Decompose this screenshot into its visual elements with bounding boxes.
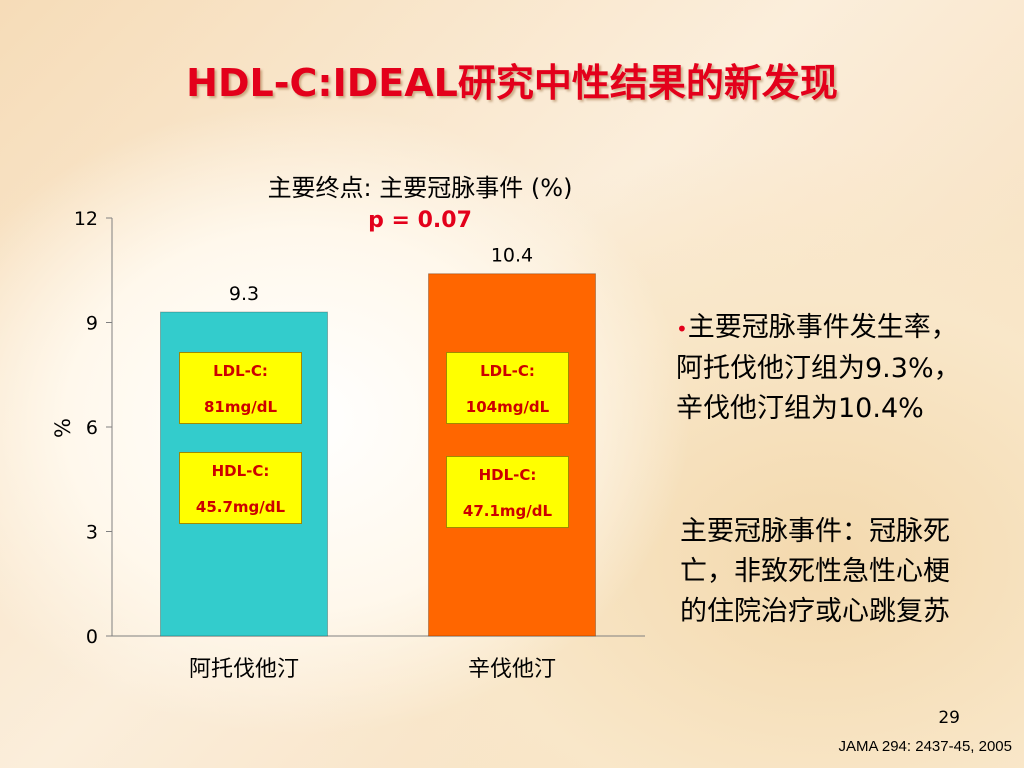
ldl-value: 104mg/dL [465, 398, 550, 416]
definition-note: 主要冠脉事件：冠脉死亡，非致死性急性心梗的住院治疗或心跳复苏 [680, 516, 950, 627]
hdl-label: HDL-C: [478, 466, 537, 484]
bullet-icon: • [676, 317, 688, 341]
y-tick-label: 9 [86, 313, 98, 335]
x-category-label: 辛伐他汀 [468, 657, 556, 682]
bar-value-label: 9.3 [229, 283, 259, 305]
ldl-box-atorvastatin: LDL-C: 81mg/dL [179, 352, 302, 424]
ldl-value: 81mg/dL [203, 398, 277, 416]
citation: JAMA 294: 2437-45, 2005 [838, 738, 1012, 755]
hdl-box-simvastatin: HDL-C: 47.1mg/dL [446, 456, 569, 528]
hdl-value: 47.1mg/dL [462, 502, 553, 520]
hdl-value: 45.7mg/dL [195, 498, 286, 516]
page-number: 29 [938, 708, 960, 728]
bar [428, 273, 596, 637]
ldl-label: LDL-C: [213, 362, 268, 380]
hdl-label: HDL-C: [211, 462, 270, 480]
chart-title: 主要终点: 主要冠脉事件 (%) [267, 174, 573, 202]
ldl-label: LDL-C: [480, 362, 535, 380]
bar-value-label: 10.4 [491, 245, 533, 267]
x-category-label: 阿托伐他汀 [189, 657, 299, 682]
y-tick-label: 0 [86, 626, 98, 648]
bullet-text: 主要冠脉事件发生率，阿托伐他汀组为9.3%，辛伐他汀组为10.4% [676, 312, 961, 424]
hdl-box-atorvastatin: HDL-C: 45.7mg/dL [179, 452, 302, 524]
bullet-note: •主要冠脉事件发生率，阿托伐他汀组为9.3%，辛伐他汀组为10.4% [676, 308, 976, 429]
y-tick-label: 3 [86, 522, 98, 544]
y-tick-label: 6 [86, 417, 98, 439]
slide-title: HDL-C:IDEAL研究中性结果的新发现 [186, 61, 838, 105]
y-axis-label: % [51, 418, 75, 438]
y-tick-label: 12 [74, 208, 98, 230]
p-value-annotation: p = 0.07 [368, 208, 472, 233]
ldl-box-simvastatin: LDL-C: 104mg/dL [446, 352, 569, 424]
